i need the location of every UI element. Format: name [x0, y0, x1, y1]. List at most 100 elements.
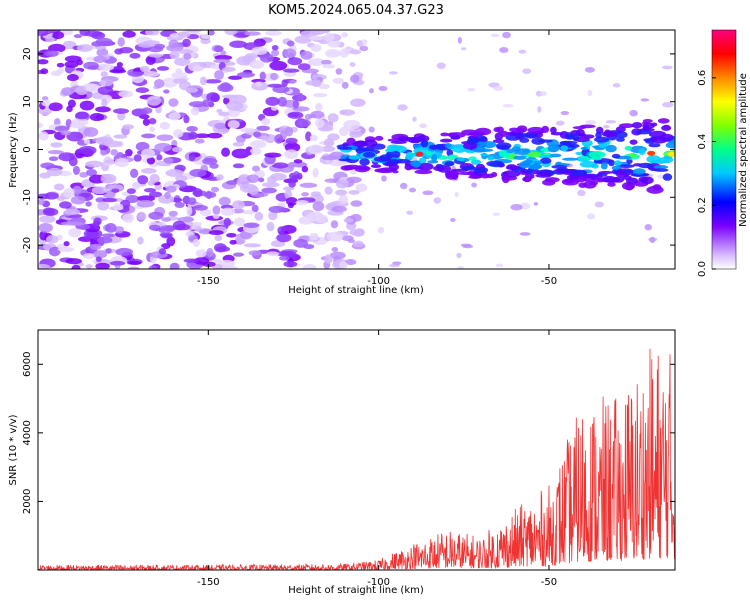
heat-cell: [611, 165, 622, 171]
heat-cell: [329, 251, 346, 260]
x-tick-label: -50: [541, 276, 557, 287]
heat-cell: [205, 190, 213, 200]
heat-cell: [214, 70, 225, 80]
heat-cell: [560, 144, 568, 152]
heat-cell: [53, 183, 65, 191]
heat-cell: [638, 148, 646, 155]
heat-cell: [300, 50, 313, 60]
heat-cell: [95, 262, 110, 269]
heat-cell: [79, 100, 95, 111]
heat-cell: [418, 157, 427, 164]
heat-cell: [640, 98, 650, 102]
heat-cell: [82, 253, 95, 259]
heat-cell: [173, 77, 188, 84]
heat-cell: [52, 31, 65, 39]
heat-cell: [42, 207, 55, 216]
heat-cell: [301, 192, 309, 197]
heat-cell: [71, 264, 81, 269]
heat-cell: [392, 261, 402, 265]
heat-cell: [223, 217, 232, 227]
heat-cell: [83, 139, 91, 144]
heat-cell: [249, 60, 265, 69]
heat-cell: [457, 36, 462, 44]
heat-cell: [658, 159, 671, 164]
heat-cell: [149, 126, 156, 132]
heat-cell: [284, 189, 293, 200]
heat-cell: [341, 235, 354, 241]
heat-cell: [292, 99, 299, 109]
heat-cell: [533, 161, 543, 165]
y-tick-label: 20: [22, 48, 33, 61]
heat-cell: [632, 121, 643, 129]
heat-cell: [589, 181, 599, 186]
heat-cell: [266, 251, 280, 257]
heat-cell: [408, 166, 424, 170]
heat-cell: [355, 183, 368, 192]
heat-cell: [584, 66, 595, 73]
heat-cell: [158, 248, 167, 255]
heat-cell: [128, 71, 144, 76]
heat-cell: [311, 79, 322, 88]
heat-cell: [271, 49, 280, 57]
heat-cell: [137, 195, 155, 202]
heat-cell: [212, 205, 221, 215]
heat-cell: [95, 256, 102, 263]
heat-cell: [116, 151, 124, 158]
heat-cell: [433, 197, 442, 204]
snr-x-label: Height of straight line (km): [288, 585, 424, 596]
heat-cell: [261, 182, 280, 188]
heat-cell: [115, 247, 134, 256]
heat-cell: [579, 160, 598, 168]
heat-cell: [183, 114, 190, 124]
heat-cell: [456, 157, 465, 162]
heat-cell: [289, 79, 297, 84]
heat-cell: [320, 59, 332, 65]
heat-cell: [322, 30, 331, 34]
heat-cell: [218, 196, 231, 206]
heat-cell: [271, 44, 279, 51]
heat-cell: [220, 50, 227, 56]
heat-cell: [67, 99, 76, 108]
heat-cell: [253, 131, 262, 138]
y-tick-label: -10: [22, 189, 33, 205]
heat-cell: [436, 62, 446, 70]
heat-cell: [352, 240, 364, 248]
heat-cell: [236, 55, 254, 66]
heat-cell: [144, 30, 160, 36]
heat-cell: [232, 163, 245, 169]
heat-cell: [188, 153, 196, 162]
heat-cell: [85, 201, 92, 207]
heat-cell: [264, 152, 282, 158]
heat-cell: [283, 149, 299, 159]
heat-cell: [190, 107, 200, 116]
heat-cell: [337, 146, 352, 150]
heat-cell: [194, 133, 210, 139]
heat-cell: [388, 158, 402, 165]
heat-cell: [267, 83, 284, 88]
heat-cell: [165, 169, 184, 177]
heat-cell: [522, 68, 532, 74]
heat-cell: [60, 221, 78, 226]
heat-cell: [39, 215, 56, 223]
heat-cell: [661, 65, 673, 70]
heat-cell: [444, 143, 452, 148]
heat-cell: [653, 168, 669, 172]
heat-cell: [261, 118, 271, 126]
heat-cell: [468, 156, 477, 161]
heat-cell: [473, 166, 489, 174]
heat-cell: [312, 201, 325, 212]
heat-cell: [102, 157, 115, 166]
heat-cell: [206, 247, 214, 258]
heat-cell: [172, 220, 186, 231]
heat-cell: [169, 50, 180, 60]
heat-cell: [616, 137, 625, 142]
heat-cell: [516, 125, 528, 133]
colorbar-label: Normalized spectral amplitude: [738, 73, 749, 227]
heat-cell: [568, 143, 580, 148]
heat-cell: [137, 42, 155, 48]
heat-cell: [279, 255, 290, 261]
heat-cell: [73, 34, 83, 39]
heat-cell: [65, 258, 82, 265]
heat-cell: [54, 125, 70, 132]
heat-cell: [38, 222, 53, 233]
